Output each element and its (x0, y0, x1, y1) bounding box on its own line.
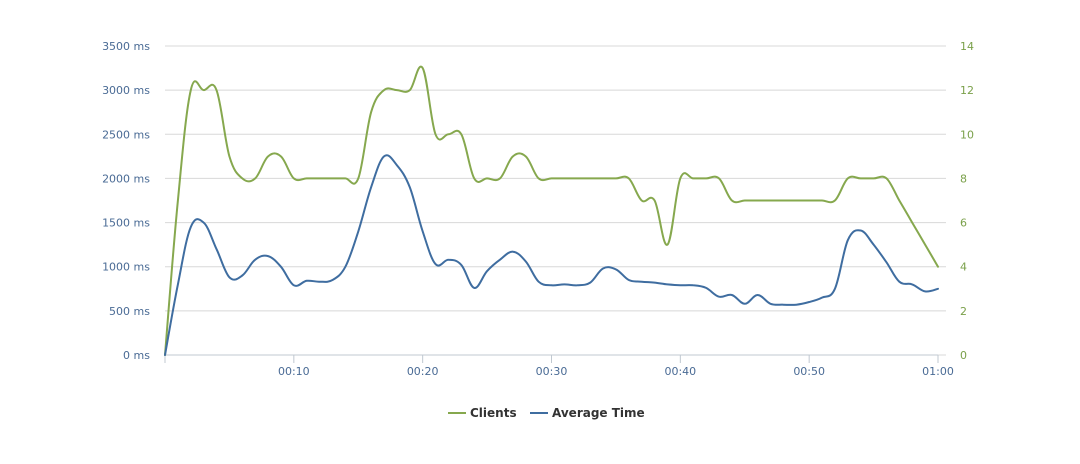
y-right-tick-label: 6 (960, 217, 967, 230)
y-right-tick-label: 0 (960, 349, 967, 362)
y-left-tick-label: 2000 ms (102, 172, 150, 185)
legend-label-average-time: Average Time (552, 406, 645, 420)
y-left-tick-label: 3000 ms (102, 84, 150, 97)
legend-item-average-time[interactable]: Average Time (530, 406, 645, 420)
series-lines (164, 65, 939, 356)
legend-label-clients: Clients (470, 406, 517, 420)
x-tick-label: 00:10 (278, 365, 310, 378)
y-axis-left: 0 ms 500 ms 1000 ms 1500 ms 2000 ms 2500 ms 30… (102, 40, 150, 362)
y-left-tick-label: 3500 ms (102, 40, 150, 53)
series-line-clients (164, 65, 939, 356)
y-left-tick-label: 2500 ms (102, 128, 150, 141)
y-left-tick-label: 0 ms (123, 349, 150, 362)
y-right-tick-label: 2 (960, 305, 967, 318)
y-axis-right: 0 2 4 6 8 10 12 14 (960, 40, 974, 362)
y-right-tick-label: 8 (960, 172, 967, 185)
y-left-tick-label: 1500 ms (102, 217, 150, 230)
y-right-tick-label: 12 (960, 84, 974, 97)
series-line-average-time (164, 154, 939, 356)
x-tick-label: 01:00 (922, 365, 954, 378)
x-axis: 00:10 00:20 00:30 00:40 00:50 01:00 (164, 354, 954, 378)
x-tick-label: 00:50 (793, 365, 825, 378)
x-tick-label: 00:20 (407, 365, 439, 378)
x-tick-label: 00:40 (664, 365, 696, 378)
y-right-tick-label: 14 (960, 40, 974, 53)
grid-lines (165, 45, 946, 356)
y-right-tick-label: 4 (960, 261, 967, 274)
legend: Clients Average Time (448, 406, 645, 420)
y-right-tick-label: 10 (960, 128, 974, 141)
x-tick-label: 00:30 (536, 365, 568, 378)
legend-item-clients[interactable]: Clients (448, 406, 517, 420)
y-left-tick-label: 1000 ms (102, 261, 150, 274)
y-left-tick-label: 500 ms (109, 305, 150, 318)
